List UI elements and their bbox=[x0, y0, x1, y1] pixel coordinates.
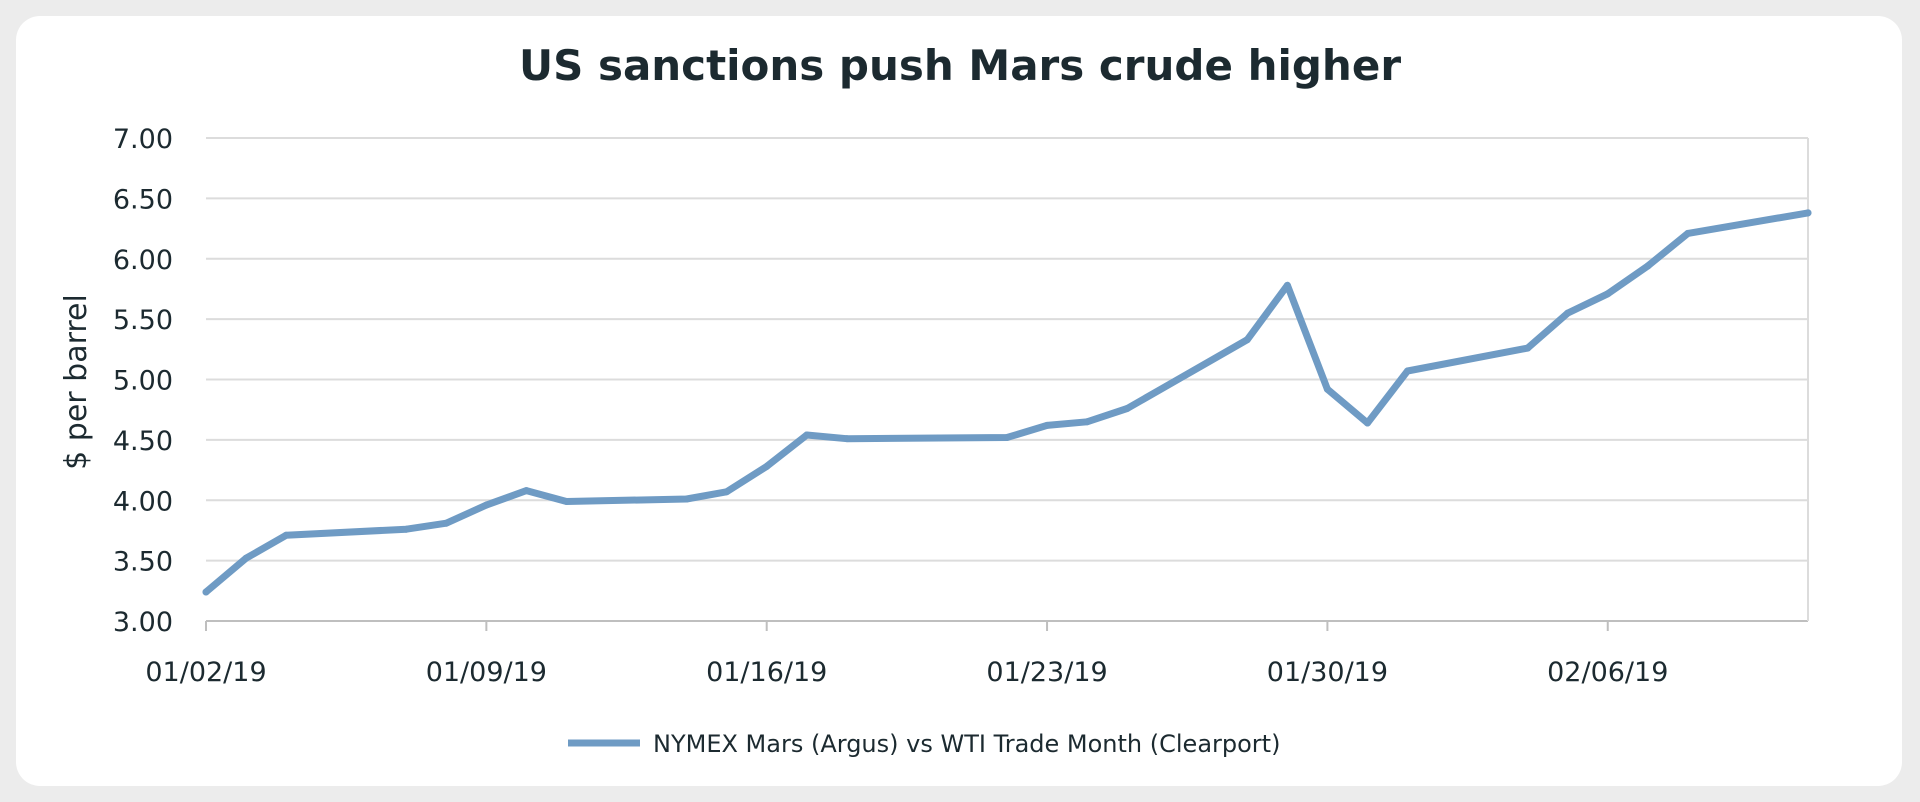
data-points bbox=[202, 209, 1812, 596]
y-tick-label: 6.00 bbox=[113, 245, 173, 276]
data-point bbox=[442, 519, 450, 527]
x-tick-label: 01/23/19 bbox=[986, 657, 1107, 688]
data-point bbox=[1644, 262, 1652, 270]
data-point bbox=[683, 495, 691, 503]
x-tick-label: 01/30/19 bbox=[1267, 657, 1388, 688]
y-axis-label: $ per barrel bbox=[59, 294, 94, 470]
data-point bbox=[1323, 385, 1331, 393]
data-point bbox=[1404, 367, 1411, 375]
data-point bbox=[763, 462, 771, 470]
y-tick-label: 6.50 bbox=[113, 184, 173, 215]
legend: NYMEX Mars (Argus) vs WTI Trade Month (C… bbox=[568, 730, 1280, 758]
data-point bbox=[482, 501, 490, 509]
data-point bbox=[1363, 419, 1371, 427]
series-line bbox=[202, 209, 1812, 596]
x-tick-label: 01/16/19 bbox=[706, 657, 827, 688]
y-axis-ticks: 3.00 3.50 4.00 4.50 5.00 5.50 6.00 6.50 7.00 bbox=[113, 124, 173, 638]
y-tick-label: 3.50 bbox=[113, 547, 173, 578]
x-tick-label: 01/09/19 bbox=[426, 657, 547, 688]
data-point bbox=[1564, 309, 1572, 317]
data-point bbox=[522, 487, 530, 495]
data-point bbox=[1043, 421, 1051, 429]
data-point bbox=[843, 435, 851, 443]
chart-card bbox=[16, 16, 1902, 786]
data-point bbox=[1804, 209, 1812, 217]
y-tick-label: 3.00 bbox=[113, 607, 173, 638]
data-point bbox=[202, 588, 210, 596]
data-point bbox=[803, 431, 811, 439]
x-tick-label: 01/02/19 bbox=[145, 657, 266, 688]
data-point bbox=[1604, 290, 1612, 298]
y-tick-label: 4.50 bbox=[113, 426, 173, 457]
data-point bbox=[1243, 336, 1251, 344]
grid bbox=[206, 137, 1809, 622]
y-tick-label: 4.00 bbox=[113, 486, 173, 517]
data-point bbox=[562, 497, 570, 505]
x-tick-label: 02/06/19 bbox=[1547, 657, 1668, 688]
data-point bbox=[1003, 433, 1011, 441]
data-point bbox=[402, 525, 410, 533]
data-point bbox=[1524, 344, 1532, 352]
y-tick-label: 7.00 bbox=[113, 124, 173, 155]
y-tick-label: 5.00 bbox=[113, 366, 173, 397]
data-point bbox=[282, 531, 290, 539]
data-point bbox=[1123, 404, 1131, 412]
data-point bbox=[1283, 281, 1291, 289]
data-point bbox=[1684, 229, 1692, 237]
chart-title: US sanctions push Mars crude higher bbox=[519, 41, 1401, 90]
x-axis: 01/02/19 01/09/19 01/16/19 01/23/19 01/30/19… bbox=[145, 621, 1668, 688]
legend-label: NYMEX Mars (Argus) vs WTI Trade Month (C… bbox=[653, 730, 1280, 758]
y-tick-label: 5.50 bbox=[113, 305, 173, 336]
data-point bbox=[723, 488, 731, 496]
data-point bbox=[242, 554, 250, 562]
data-point bbox=[1083, 418, 1091, 426]
